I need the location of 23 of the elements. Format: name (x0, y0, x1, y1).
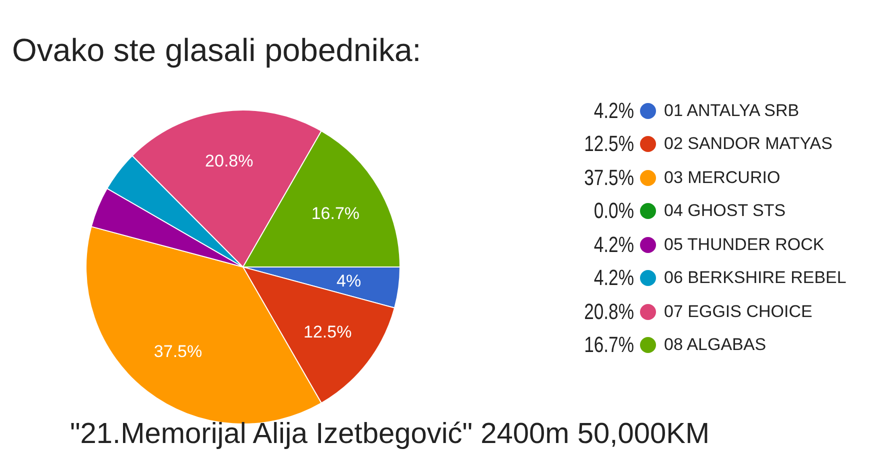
data-label: 37.5% (154, 342, 202, 362)
data-label: 4.2% (592, 232, 634, 258)
text: "21.Memorijal Alija Izetbegović" 2400m 50,000KM (70, 418, 710, 451)
text: 16.7% (584, 332, 634, 358)
legend-label: 06 BERKSHIRE REBEL (664, 268, 846, 288)
text: 37.5% (584, 164, 634, 190)
legend-label: 08 ALGABAS (664, 335, 766, 356)
legend-label: 05 THUNDER ROCK (664, 234, 824, 255)
data-label: 16.7% (311, 204, 360, 224)
chart-title: Ovako ste glasali pobednika: (12, 32, 422, 69)
legend-label: 01 ANTALYA SRB (664, 100, 800, 121)
legend-label: 07 EGGIS CHOICE (664, 302, 812, 322)
legend-label: 03 MERCURIO (664, 168, 780, 188)
data-label: 20.8% (205, 152, 254, 171)
legend-label: 04 GHOST STS (664, 201, 786, 222)
data-label: 4.2% (592, 265, 634, 292)
data-label: 4.2% (592, 98, 634, 124)
data-label: 12.5% (304, 322, 352, 342)
legend-label: 02 SANDOR MATYAS (664, 134, 832, 154)
text: 12.5% (584, 131, 634, 156)
text: 0.0% (594, 198, 634, 224)
text: 4% (336, 272, 362, 291)
text: 20.8% (584, 298, 634, 324)
